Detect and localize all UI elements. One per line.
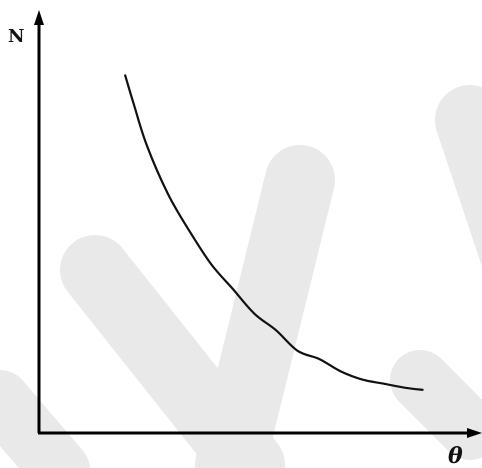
watermark-stroke-4 (390, 350, 482, 460)
y-axis-label: N (8, 26, 24, 47)
watermark-stroke-5 (0, 370, 90, 468)
x-axis-label: θ (448, 443, 463, 468)
series-line (124, 74, 424, 391)
watermark-stroke-3 (435, 85, 482, 267)
watermark (0, 85, 482, 468)
x-axis-arrowhead (467, 428, 482, 438)
y-axis-arrowhead (34, 10, 44, 25)
axes (37, 22, 470, 435)
